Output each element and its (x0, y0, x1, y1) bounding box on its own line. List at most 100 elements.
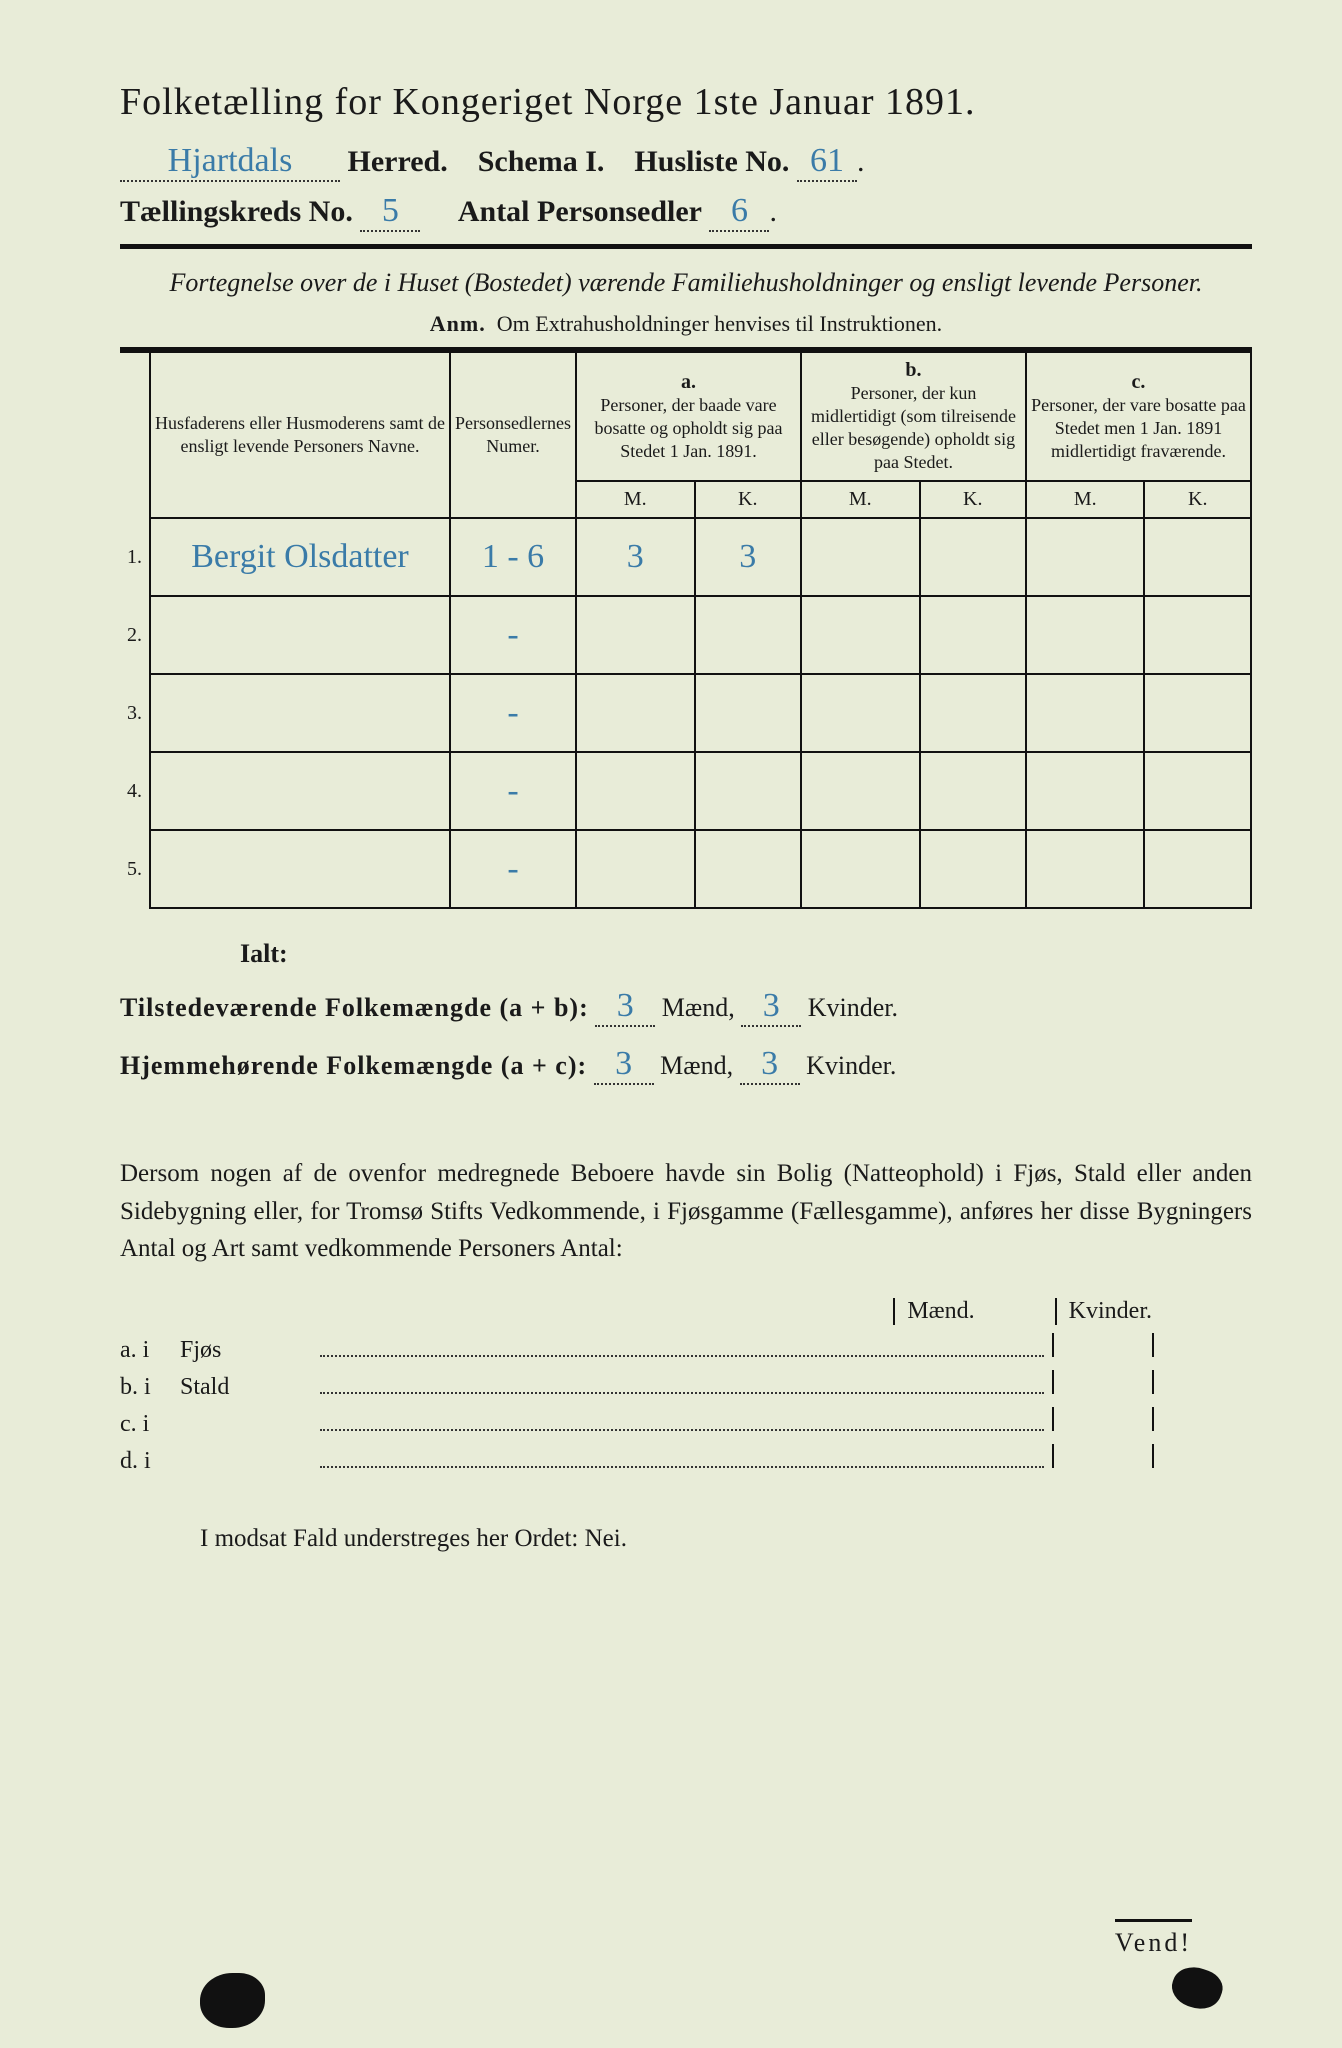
c-k-cell (1144, 674, 1251, 752)
col-a-header: Personer, der baade vare bosatte og opho… (594, 395, 782, 461)
herred-value: Hjartdals (120, 142, 340, 182)
a-m-cell: 3 (576, 518, 695, 596)
col-k: K. (1144, 481, 1251, 518)
sublist-row: c. i (120, 1407, 1252, 1438)
b-m-cell (801, 674, 920, 752)
b-k-cell (920, 830, 1026, 908)
husliste-value: 61 (797, 142, 857, 182)
col-a-label: a. (681, 371, 696, 393)
total-line-2: Hjemmehørende Folkemængde (a + c): 3 Mæn… (120, 1045, 1252, 1085)
col-b-header: Personer, der kun midlertidigt (som tilr… (811, 383, 1016, 472)
kvinder-label: Kvinder. (808, 993, 898, 1022)
antal-value: 6 (709, 192, 769, 232)
k-slot (1152, 1444, 1252, 1468)
row-number: 2. (120, 596, 150, 674)
b-m-cell (801, 752, 920, 830)
c-m-cell (1026, 596, 1145, 674)
totals-block: Ialt: Tilstedeværende Folkemængde (a + b… (120, 939, 1252, 1085)
total-line-1: Tilstedeværende Folkemængde (a + b): 3 M… (120, 987, 1252, 1027)
kreds-label: Tællingskreds No. (120, 195, 353, 228)
c-m-cell (1026, 518, 1145, 596)
anm-label: Anm. (430, 311, 486, 336)
col-k: K. (695, 481, 801, 518)
ialt-label: Ialt: (240, 939, 1252, 969)
sublist-row: d. i (120, 1444, 1252, 1475)
a-m-cell (576, 674, 695, 752)
header-line-2: Hjartdals Herred. Schema I. Husliste No.… (120, 142, 1252, 182)
maend-label: Mænd, (662, 993, 735, 1022)
sublist-label: b. i (120, 1374, 180, 1401)
sublist-row: b. iStald (120, 1370, 1252, 1401)
b-m-cell (801, 518, 920, 596)
sublist-label: d. i (120, 1448, 180, 1475)
num-cell: - (450, 674, 576, 752)
col-m: M. (1026, 481, 1145, 518)
total1-k: 3 (741, 987, 801, 1027)
dotted-line (320, 1415, 1044, 1431)
b-k-cell (920, 674, 1026, 752)
dotted-line (320, 1378, 1044, 1394)
b-m-cell (801, 596, 920, 674)
total2-label: Hjemmehørende Folkemængde (a + c): (120, 1051, 587, 1080)
m-slot (1052, 1407, 1152, 1431)
num-cell: - (450, 830, 576, 908)
col1-header: Husfaderens eller Husmoderens samt de en… (155, 413, 445, 456)
table-row: 1.Bergit Olsdatter1 - 633 (120, 518, 1251, 596)
a-m-cell (576, 596, 695, 674)
table-row: 2.- (120, 596, 1251, 674)
sublist-location: Stald (180, 1374, 320, 1401)
subtitle: Fortegnelse over de i Huset (Bostedet) v… (120, 265, 1252, 301)
row-number: 1. (120, 518, 150, 596)
anm-text: Om Extrahusholdninger henvises til Instr… (497, 311, 942, 336)
c-m-cell (1026, 752, 1145, 830)
b-m-cell (801, 830, 920, 908)
a-m-cell (576, 752, 695, 830)
col-k: K. (920, 481, 1026, 518)
ink-blot (200, 1973, 265, 2028)
c-k-cell (1144, 752, 1251, 830)
sublist-row: a. iFjøs (120, 1333, 1252, 1364)
col-c-header: Personer, der vare bosatte paa Stedet me… (1031, 395, 1246, 461)
b-k-cell (920, 596, 1026, 674)
nei-line: I modsat Fald understreges her Ordet: Ne… (200, 1525, 1252, 1553)
building-list: Mænd. Kvinder. a. iFjøsb. iStaldc. id. i (120, 1298, 1252, 1475)
maend-col: Mænd. (893, 1298, 974, 1325)
sublist-location: Fjøs (180, 1337, 320, 1364)
row-number: 5. (120, 830, 150, 908)
divider (120, 244, 1252, 249)
dotted-line (320, 1452, 1044, 1468)
name-cell (150, 752, 450, 830)
m-slot (1052, 1370, 1152, 1394)
dotted-line (320, 1341, 1044, 1357)
anm-line: Anm. Om Extrahusholdninger henvises til … (120, 311, 1252, 337)
k-slot (1152, 1370, 1252, 1394)
a-k-cell (695, 752, 801, 830)
kvinder-label: Kvinder. (806, 1051, 896, 1080)
col2-header: Personsedlernes Numer. (455, 413, 571, 456)
c-k-cell (1144, 518, 1251, 596)
row-number: 3. (120, 674, 150, 752)
col-m: M. (576, 481, 695, 518)
husliste-label: Husliste No. (634, 145, 789, 178)
c-k-cell (1144, 830, 1251, 908)
name-cell (150, 674, 450, 752)
page-title: Folketælling for Kongeriget Norge 1ste J… (120, 80, 1252, 124)
ink-blot (1167, 1961, 1228, 2016)
m-slot (1052, 1333, 1152, 1357)
header-line-3: Tællingskreds No. 5 Antal Personsedler 6… (120, 192, 1252, 232)
col-c-label: c. (1132, 371, 1146, 393)
census-table: Husfaderens eller Husmoderens samt de en… (120, 347, 1252, 909)
sublist-label: c. i (120, 1411, 180, 1438)
c-m-cell (1026, 674, 1145, 752)
table-row: 5. - (120, 830, 1251, 908)
col-m: M. (801, 481, 920, 518)
total1-m: 3 (595, 987, 655, 1027)
maend-label: Mænd, (660, 1051, 733, 1080)
name-cell (150, 830, 450, 908)
k-slot (1152, 1407, 1252, 1431)
herred-label: Herred. (348, 145, 448, 178)
c-m-cell (1026, 830, 1145, 908)
m-slot (1052, 1444, 1152, 1468)
row-number: 4. (120, 752, 150, 830)
a-k-cell: 3 (695, 518, 801, 596)
